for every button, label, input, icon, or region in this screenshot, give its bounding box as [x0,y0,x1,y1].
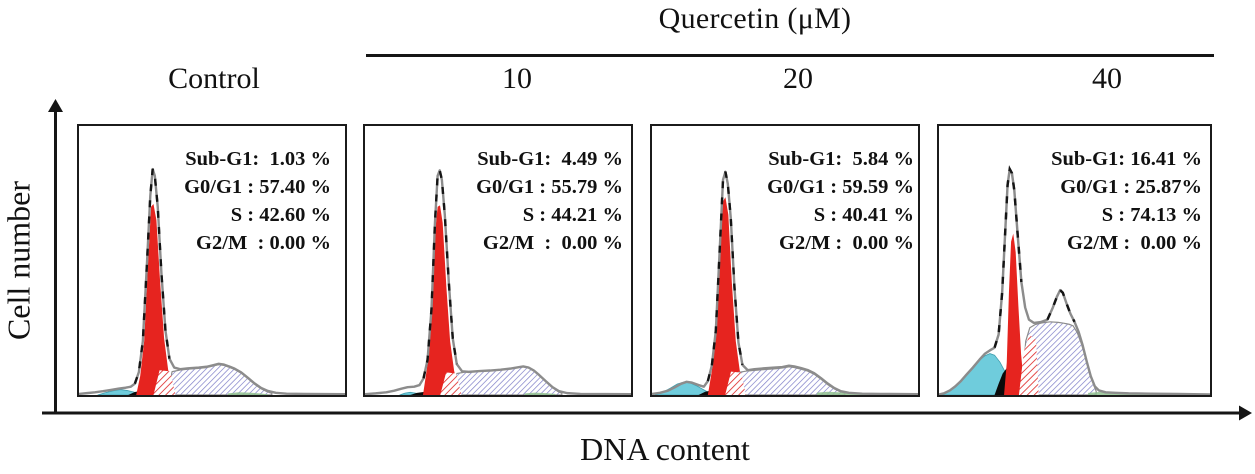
histogram-outline-dashes [706,171,744,382]
x-axis-arrow-icon [1239,405,1252,421]
g0g1-hatch-region [1018,334,1039,395]
treatment-group-underline [366,54,1214,57]
histogram-outline [79,167,345,395]
g0g1-hatch-region [440,372,462,395]
flow-histogram [365,166,631,395]
stats-line: S : 42.60 % [230,204,331,226]
histogram-outline-dashes [422,166,458,379]
histogram-panel-control: Sub-G1: 1.03 % G0/G1 : 57.40 % S : 42.60 %… [77,124,347,397]
g0g1-hatch-region [725,371,746,395]
stats-line: G0/G1 : 55.79 % [476,176,623,198]
histogram-outline [939,167,1210,395]
stats-line: S : 74.13 % [1101,204,1202,226]
stats-line: Sub-G1: 1.03 % [185,148,331,170]
histogram-panel-quercetin-40: Sub-G1: 16.41 % G0/G1 : 25.87% S : 74.13 %… [937,124,1212,397]
stats-line: G0/G1 : 25.87% [1060,176,1202,198]
stats-line: G2/M : 0.00 % [1067,232,1202,254]
phase-stats-block: Sub-G1: 5.84 % G0/G1 : 59.59 % S : 40.41 %… [767,145,914,257]
g0g1-peak-region [707,197,746,395]
stats-line: G0/G1 : 59.59 % [767,176,914,198]
column-label-quercetin-40: 40 [1092,62,1122,95]
column-label-control: Control [168,62,260,95]
flow-histogram [79,167,345,395]
phase-stats-block: Sub-G1: 16.41 % G0/G1 : 25.87% S : 74.13 %… [1051,145,1202,257]
stats-line: G2/M : 0.00 % [196,232,331,254]
column-label-quercetin-10: 10 [502,62,532,95]
x-axis-label: DNA content [580,431,750,467]
flow-histogram [939,165,1210,395]
phase-stats-block: Sub-G1: 4.49 % G0/G1 : 55.79 % S : 44.21 %… [476,145,623,257]
stats-line: G2/M : 0.00 % [482,232,623,254]
g0g1-peak-region [422,205,461,395]
g0g1-peak-region [1004,233,1026,395]
treatment-group-title: Quercetin (μM) [658,2,852,35]
stats-line: G0/G1 : 57.40 % [184,176,331,198]
histogram-panel-quercetin-20: Sub-G1: 5.84 % G0/G1 : 59.59 % S : 40.41 %… [650,124,920,397]
histogram-panel-quercetin-10: Sub-G1: 4.49 % G0/G1 : 55.79 % S : 44.21 %… [363,124,633,397]
phase-stats-block: Sub-G1: 1.03 % G0/G1 : 57.40 % S : 42.60 %… [184,145,331,257]
y-axis-arrow-icon [48,99,63,112]
stats-line: S : 44.21 % [522,204,623,226]
g0g1-peak-region [136,204,174,395]
histogram-outline-dashes [993,165,1076,349]
g0g1-hatch-region [153,370,176,395]
column-label-quercetin-20: 20 [783,62,813,95]
stats-line: Sub-G1: 16.41 % [1051,148,1202,170]
stats-line: S : 40.41 % [813,204,914,226]
stats-line: G2/M : 0.00 % [779,232,914,254]
baseline-green-region [227,392,268,395]
stats-line: Sub-G1: 5.84 % [768,148,914,170]
baseline-green-region [524,392,556,395]
y-axis-label: Cell number [0,180,37,341]
flow-histogram [652,170,918,395]
histogram-outline-dashes [133,168,171,385]
stats-line: Sub-G1: 4.49 % [477,148,623,170]
